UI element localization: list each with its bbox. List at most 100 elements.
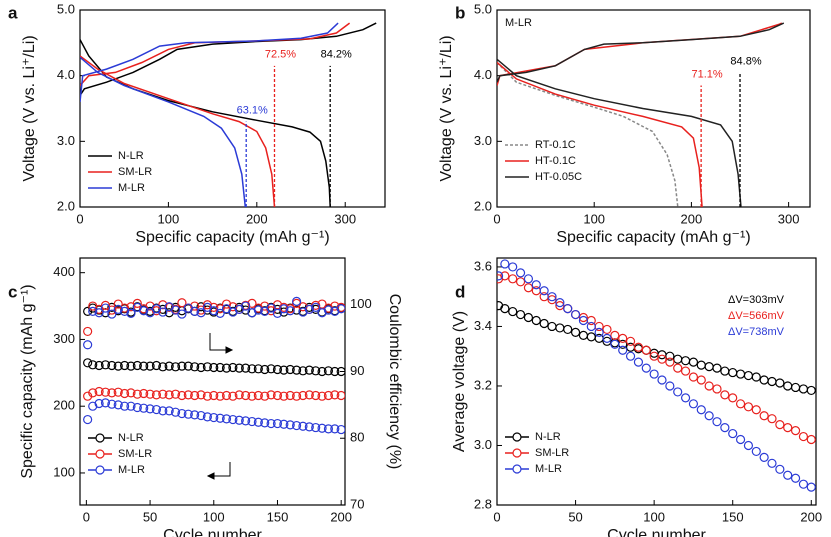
annotation-text: 84.8% — [730, 55, 761, 67]
point — [649, 369, 659, 379]
point — [680, 393, 691, 403]
point — [298, 390, 308, 401]
legend-label: N-LR — [535, 431, 561, 443]
point — [688, 357, 699, 367]
point — [107, 399, 117, 409]
point — [119, 388, 130, 399]
point — [113, 400, 123, 410]
point — [500, 259, 510, 269]
point — [586, 321, 596, 332]
point — [94, 308, 104, 318]
x-tick-label: 50 — [568, 509, 582, 524]
point — [570, 327, 581, 337]
point — [215, 308, 225, 319]
x-tick-label: 200 — [800, 509, 822, 524]
point — [209, 390, 219, 401]
y-tick-label: 3.4 — [474, 318, 492, 333]
point — [515, 277, 526, 287]
point — [508, 274, 518, 284]
point — [531, 315, 541, 326]
point — [170, 407, 181, 417]
legend-label: M-LR — [118, 182, 145, 194]
point — [330, 301, 340, 311]
point — [177, 361, 187, 371]
point — [783, 470, 793, 480]
point — [688, 372, 699, 382]
point — [641, 345, 651, 355]
point — [649, 351, 659, 361]
point — [330, 390, 340, 400]
y-tick-label: 3.2 — [474, 377, 492, 392]
point — [759, 452, 769, 462]
point — [151, 404, 162, 415]
point — [272, 390, 283, 401]
point — [767, 414, 777, 424]
point — [696, 405, 706, 415]
point — [323, 305, 334, 315]
point — [547, 295, 557, 305]
point — [107, 309, 117, 319]
point — [751, 446, 761, 457]
point — [183, 409, 193, 419]
point — [515, 268, 526, 278]
point — [113, 361, 123, 371]
point — [170, 362, 181, 372]
point — [88, 388, 98, 398]
point — [94, 304, 104, 315]
plot-frame — [79, 257, 346, 506]
annotation-text: 72.5% — [265, 49, 296, 61]
y-tick-label: 400 — [53, 264, 75, 279]
point — [497, 271, 504, 281]
point — [523, 312, 534, 323]
y-tick-label: 2.0 — [57, 198, 75, 213]
point — [751, 405, 761, 415]
point — [228, 307, 238, 317]
point — [132, 389, 142, 399]
point — [743, 370, 754, 381]
point — [260, 364, 270, 375]
y2-tick-label: 80 — [350, 430, 364, 445]
point — [241, 301, 251, 311]
point — [317, 308, 327, 318]
point — [735, 434, 746, 445]
point — [266, 418, 276, 429]
point — [260, 391, 270, 401]
point — [279, 304, 289, 314]
point — [151, 390, 162, 400]
point — [260, 301, 270, 311]
point — [88, 360, 98, 370]
x-axis-label: Specific capacity (mAh g⁻¹) — [556, 229, 750, 246]
point — [158, 362, 168, 372]
legend-label: HT-0.05C — [535, 171, 582, 183]
point — [790, 382, 801, 393]
point — [202, 305, 213, 315]
x-tick-label: 200 — [681, 211, 703, 226]
point — [247, 416, 257, 427]
point — [88, 306, 98, 317]
curve — [497, 58, 742, 207]
point — [291, 296, 302, 306]
point — [139, 403, 149, 413]
x-tick-label: 200 — [330, 509, 352, 524]
x-axis-label: Specific capacity (mAh g⁻¹) — [135, 229, 329, 246]
point — [539, 318, 549, 329]
y2-tick-label: 100 — [350, 296, 372, 311]
point — [323, 390, 334, 401]
point — [253, 305, 263, 315]
y-axis-label: Average voltage (V) — [451, 311, 468, 452]
annotation-text: 84.2% — [321, 49, 352, 61]
x-tick-label: 300 — [334, 211, 356, 226]
y-tick-label: 3.0 — [474, 133, 492, 148]
point — [83, 358, 93, 368]
legend-label: SM-LR — [535, 447, 569, 459]
point — [241, 305, 251, 315]
plot-frame — [496, 9, 811, 208]
point — [285, 420, 295, 430]
x-tick-label: 100 — [643, 509, 665, 524]
y-tick-label: 4.0 — [57, 67, 75, 82]
point — [578, 315, 589, 326]
legend-label: RT-0.1C — [535, 139, 576, 151]
point — [132, 402, 142, 413]
point — [688, 399, 699, 409]
x-tick-label: 0 — [83, 509, 90, 524]
